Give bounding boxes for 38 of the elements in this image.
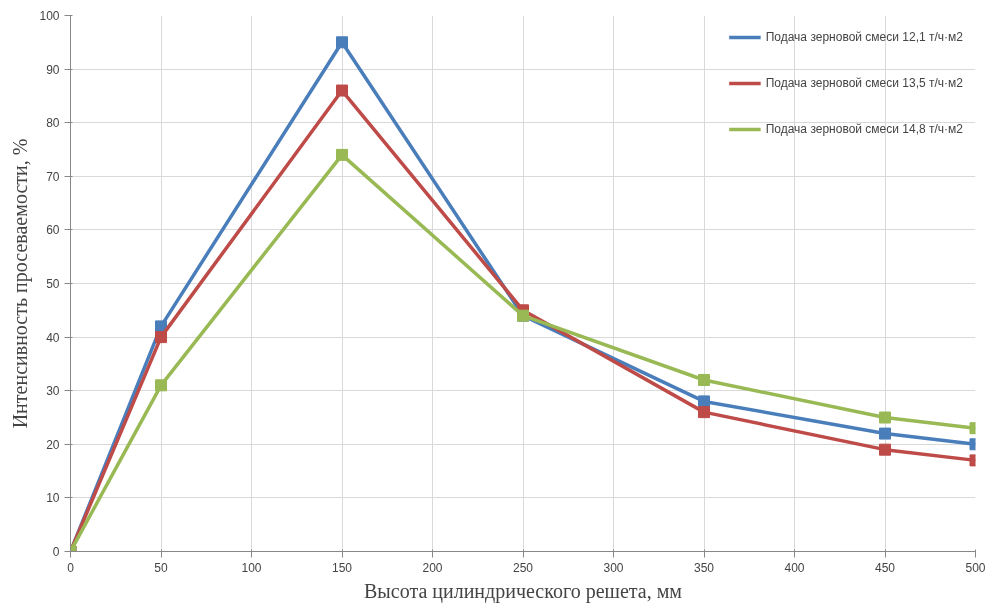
y-tick-label: 50 bbox=[46, 277, 60, 291]
point bbox=[336, 84, 348, 97]
x-tick-label: 400 bbox=[784, 560, 805, 575]
x-tick-label: 350 bbox=[693, 560, 715, 575]
point bbox=[336, 36, 348, 49]
y-tick-label: 90 bbox=[46, 62, 60, 77]
x-tick-label: 450 bbox=[874, 560, 896, 575]
x-tick-label: 250 bbox=[512, 560, 534, 575]
x-tick-label: 0 bbox=[67, 560, 75, 575]
x-tick-label: 200 bbox=[422, 560, 443, 575]
y-tick-label: 60 bbox=[46, 223, 60, 238]
x-axis-title: Высота цилиндрического решета, мм bbox=[364, 579, 683, 603]
point bbox=[698, 373, 710, 386]
y-tick-label: 70 bbox=[46, 169, 60, 184]
x-tick-label: 300 bbox=[603, 560, 624, 575]
y-axis-title: Интенсивность просеваемости, % bbox=[9, 138, 33, 429]
point bbox=[336, 148, 348, 161]
legend-label: Подача зерновой смеси 12,1 т/ч·м2 bbox=[765, 30, 963, 44]
point bbox=[879, 411, 891, 424]
x-tick-label: 150 bbox=[331, 560, 353, 575]
legend-label: Подача зерновой смеси 14,8 т/ч·м2 bbox=[765, 122, 963, 136]
point bbox=[155, 331, 167, 344]
point bbox=[155, 379, 167, 392]
x-tick-label: 100 bbox=[241, 560, 262, 575]
x-tick-label: 50 bbox=[154, 560, 168, 575]
y-tick-label: 40 bbox=[46, 330, 60, 345]
legend-label: Подача зерновой смеси 13,5 т/ч·м2 bbox=[765, 76, 963, 90]
y-tick-label: 20 bbox=[46, 437, 60, 452]
y-tick-label: 30 bbox=[46, 384, 60, 399]
y-tick-label: 80 bbox=[46, 116, 60, 131]
point bbox=[879, 427, 891, 440]
y-tick-label: 10 bbox=[46, 491, 60, 506]
y-tick-label: 100 bbox=[39, 9, 60, 23]
point bbox=[879, 443, 891, 456]
x-tick-label: 500 bbox=[965, 560, 986, 575]
point bbox=[698, 395, 710, 408]
y-tick-label: 0 bbox=[52, 545, 60, 559]
point bbox=[698, 406, 710, 419]
